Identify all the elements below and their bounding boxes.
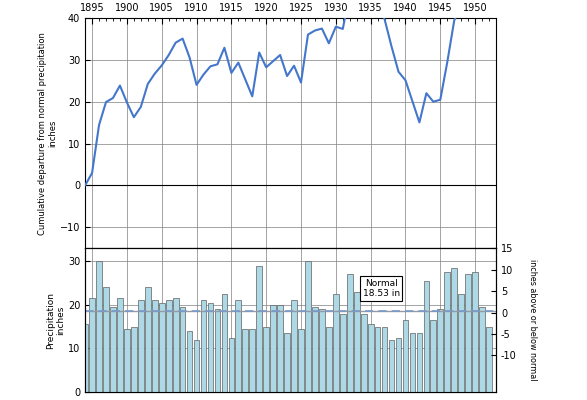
Bar [465, 274, 471, 392]
Bar [312, 307, 318, 392]
Bar [444, 272, 450, 392]
Bar [103, 287, 109, 392]
Bar [270, 305, 276, 392]
Bar [375, 327, 380, 392]
Bar [228, 338, 234, 392]
Bar [110, 307, 116, 392]
Bar [284, 333, 290, 392]
Bar [368, 324, 373, 392]
Bar [473, 272, 478, 392]
Bar [131, 327, 137, 392]
Bar [117, 298, 123, 392]
Bar [242, 329, 248, 392]
Y-axis label: inches above or below normal: inches above or below normal [528, 259, 537, 381]
Bar [340, 314, 346, 392]
Bar [486, 327, 492, 392]
Bar [249, 329, 255, 392]
Y-axis label: Precipitation
inches: Precipitation inches [46, 292, 65, 348]
Y-axis label: Cumulative departure from normal precipitation
inches: Cumulative departure from normal precipi… [38, 32, 57, 234]
Bar [89, 298, 95, 392]
Bar [180, 307, 185, 392]
Bar [215, 309, 220, 392]
Bar [159, 303, 164, 392]
Bar [410, 333, 415, 392]
Bar [173, 298, 178, 392]
Bar [291, 300, 297, 392]
Bar [201, 300, 207, 392]
Bar [145, 287, 151, 392]
Bar [221, 294, 227, 392]
Bar [479, 307, 485, 392]
Bar [451, 268, 457, 392]
Bar [423, 281, 429, 392]
Text: Normal
18.53 in: Normal 18.53 in [363, 279, 400, 298]
Bar [382, 327, 387, 392]
Bar [152, 300, 158, 392]
Bar [354, 292, 360, 392]
Bar [319, 309, 325, 392]
Bar [458, 294, 464, 392]
Bar [277, 305, 283, 392]
Bar [264, 327, 269, 392]
Bar [208, 303, 213, 392]
Bar [257, 266, 262, 392]
Bar [138, 300, 144, 392]
Bar [403, 320, 409, 392]
Bar [166, 300, 171, 392]
Bar [430, 320, 436, 392]
Bar [347, 274, 353, 392]
Bar [417, 333, 422, 392]
Bar [96, 261, 102, 392]
Bar [187, 331, 193, 392]
Bar [326, 327, 332, 392]
Bar [333, 294, 339, 392]
Bar [298, 329, 304, 392]
Bar [305, 261, 311, 392]
Bar [235, 300, 241, 392]
Bar [389, 340, 394, 392]
Bar [361, 314, 366, 392]
Bar [194, 340, 200, 392]
Bar [82, 324, 88, 392]
Bar [396, 338, 402, 392]
Bar [437, 309, 443, 392]
Bar [124, 329, 130, 392]
